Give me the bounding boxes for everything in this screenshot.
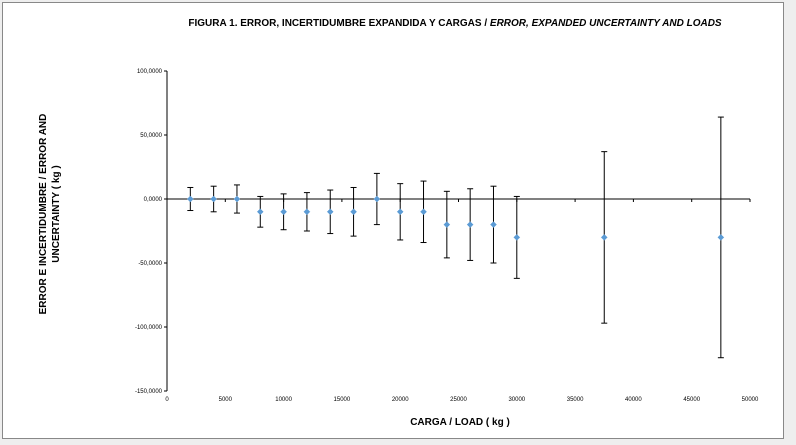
x-tick-label: 25000: [450, 397, 467, 403]
x-tick-label: 50000: [742, 397, 759, 403]
chart-title-main: FIGURA 1. ERROR, INCERTIDUMBRE EXPANDIDA…: [188, 18, 490, 29]
data-point: [466, 221, 474, 228]
y-tick-label: -150,0000: [135, 389, 163, 395]
x-tick-label: 30000: [508, 397, 525, 403]
x-tick-label: 10000: [275, 397, 292, 403]
x-tick-label: 35000: [567, 397, 584, 403]
data-point: [420, 208, 427, 216]
y-tick-label: -100,0000: [135, 325, 163, 331]
data-point: [490, 221, 497, 228]
x-tick-label: 0: [165, 397, 169, 403]
x-tick-label: 45000: [683, 397, 700, 403]
y-tick-label: 50,0000: [140, 133, 162, 139]
data-point: [186, 195, 194, 203]
x-tick-label: 40000: [625, 397, 642, 403]
data-point: [513, 234, 521, 241]
data-point: [717, 234, 725, 241]
y-tick-label: 0,0000: [144, 197, 163, 203]
data-point: [350, 208, 357, 216]
chart-frame: [2, 2, 784, 439]
x-tick-label: 15000: [334, 397, 351, 403]
data-point: [600, 234, 608, 241]
data-point: [256, 208, 264, 216]
data-point: [373, 195, 381, 203]
x-tick-label: 20000: [392, 397, 409, 403]
x-tick-label: 5000: [219, 397, 233, 403]
data-point: [396, 208, 404, 216]
data-point: [280, 208, 287, 216]
data-point: [303, 208, 311, 216]
x-axis-label: CARGA / LOAD ( kg ): [410, 417, 510, 428]
y-tick-label: -50,0000: [138, 261, 162, 267]
y-tick-label: 100,0000: [137, 69, 163, 75]
data-point: [326, 208, 334, 216]
data-point: [233, 195, 241, 203]
data-point: [443, 221, 451, 228]
chart-title-english: ERROR, EXPANDED UNCERTAINTY AND LOADS: [489, 18, 722, 29]
chart-title: FIGURA 1. ERROR, INCERTIDUMBRE EXPANDIDA…: [150, 18, 760, 30]
data-point: [210, 195, 217, 203]
